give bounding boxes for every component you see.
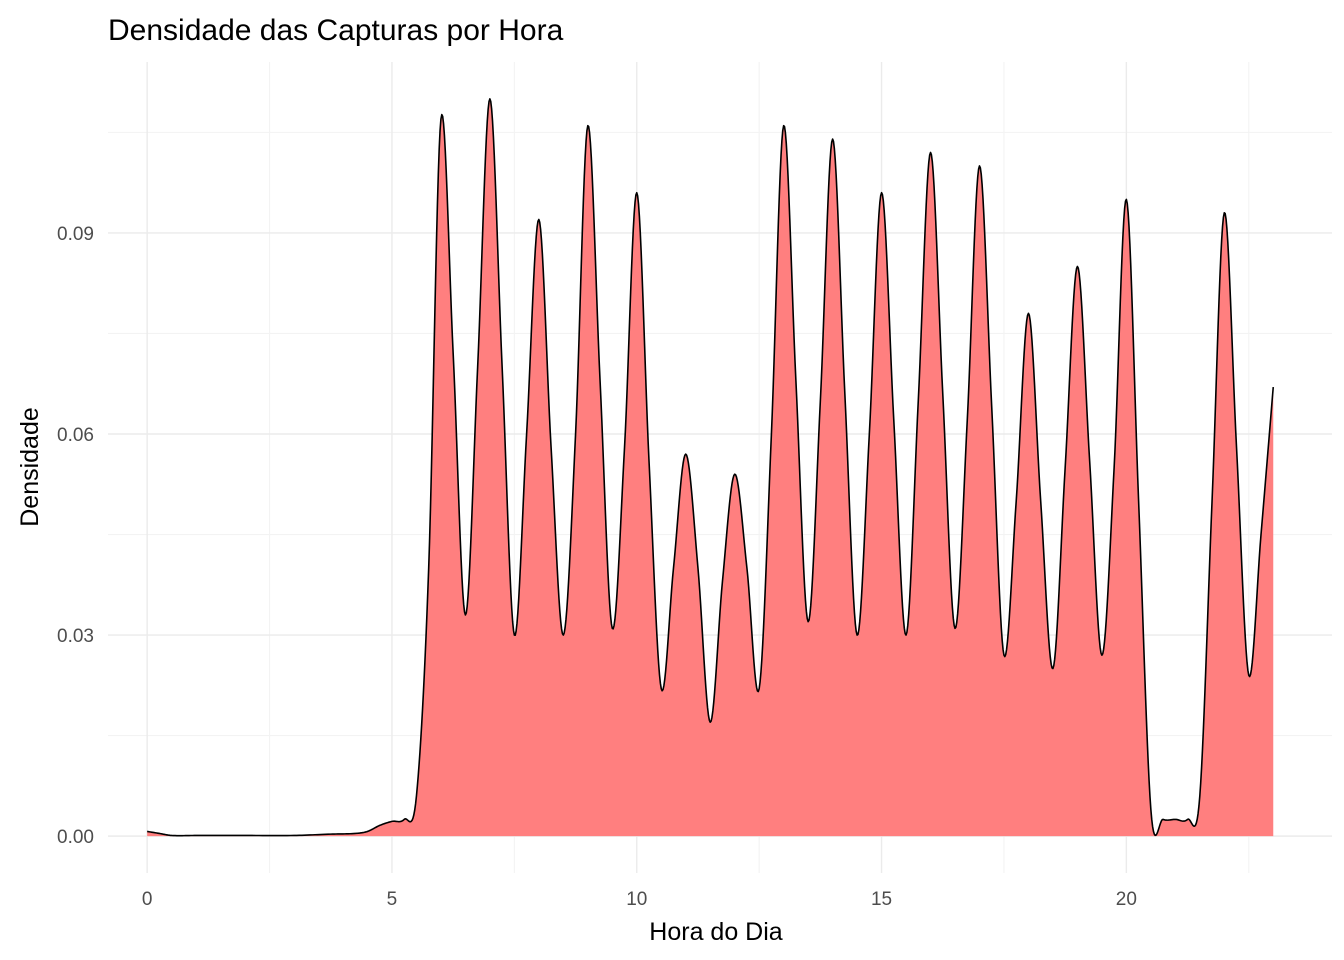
axis-tick-labels: 0 5 10 15 20 0.00 0.03 0.06 0.09 bbox=[57, 224, 1137, 910]
y-tick-label: 0.09 bbox=[57, 224, 94, 245]
x-tick-label: 0 bbox=[142, 889, 153, 910]
x-tick-label: 20 bbox=[1116, 889, 1137, 910]
x-tick-label: 10 bbox=[626, 889, 647, 910]
y-tick-label: 0.03 bbox=[57, 626, 94, 647]
x-tick-label: 15 bbox=[871, 889, 892, 910]
y-tick-label: 0.00 bbox=[57, 827, 94, 848]
y-axis-title: Densidade bbox=[16, 407, 44, 527]
density-fill bbox=[147, 98, 1274, 837]
x-axis-title: Hora do Dia bbox=[649, 918, 782, 946]
x-tick-label: 5 bbox=[387, 889, 398, 910]
chart-title: Densidade das Capturas por Hora bbox=[108, 14, 564, 47]
density-area bbox=[147, 98, 1275, 837]
y-tick-label: 0.06 bbox=[57, 425, 94, 446]
density-line bbox=[147, 98, 1275, 837]
